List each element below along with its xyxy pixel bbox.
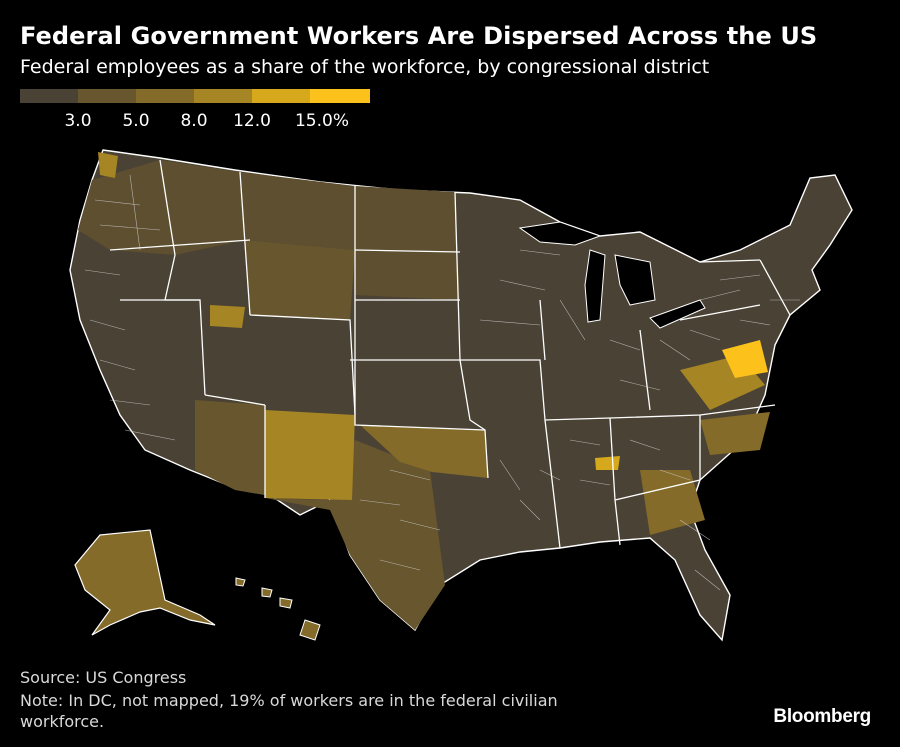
footnote: Note: In DC, not mapped, 19% of workers … (20, 691, 558, 731)
region-dakotas (355, 186, 460, 300)
hawaii (235, 577, 321, 641)
district-borders (84, 174, 800, 591)
hawaii-island-big (299, 619, 321, 641)
region-carolinas (700, 412, 770, 455)
legend-swatch-2 (78, 89, 136, 103)
region-oklahoma (360, 425, 488, 478)
legend-swatch-3 (136, 89, 194, 103)
great-lakes (518, 221, 706, 329)
page-subtitle: Federal employees as a share of the work… (20, 56, 710, 78)
region-northwest (78, 160, 245, 255)
region-new-mexico (265, 410, 355, 500)
lake-superior (518, 221, 602, 246)
legend-tick-4: 12.0 (233, 111, 271, 131)
region-texas (265, 440, 445, 630)
bloomberg-logo: Bloomberg (773, 706, 871, 727)
alaska (74, 529, 216, 636)
page-title: Federal Government Workers Are Dispersed… (20, 22, 818, 50)
legend-swatch-6 (310, 89, 370, 103)
lake-michigan (584, 249, 606, 323)
source-note: Source: US Congress (20, 668, 187, 687)
region-washington-spot (98, 152, 118, 178)
us-district-map (69, 149, 853, 642)
lake-erie (649, 299, 706, 329)
legend-tick-1: 3.0 (64, 111, 92, 131)
region-colorado-spot (210, 305, 245, 328)
region-georgia (640, 470, 705, 535)
legend-tick-2: 5.0 (122, 111, 150, 131)
legend-swatch-1 (20, 89, 78, 103)
region-montana (240, 172, 355, 250)
legend-tick-3: 8.0 (180, 111, 208, 131)
hawaii-island-3 (261, 587, 273, 598)
region-tennessee-spot (595, 456, 620, 470)
hawaii-island-2 (279, 597, 293, 609)
tinted-regions (78, 152, 770, 630)
legend-color-bar (20, 89, 370, 103)
color-legend: 3.0 5.0 8.0 12.0 15.0% (20, 89, 370, 135)
region-southwest (195, 400, 265, 495)
region-maryland (722, 340, 768, 378)
legend-swatch-4 (194, 89, 252, 103)
region-wyoming (245, 240, 355, 320)
legend-swatch-5 (252, 89, 310, 103)
hawaii-island-4 (235, 577, 246, 587)
lake-huron (614, 254, 656, 306)
legend-tick-5: 15.0% (294, 111, 350, 131)
state-borders (109, 159, 791, 549)
